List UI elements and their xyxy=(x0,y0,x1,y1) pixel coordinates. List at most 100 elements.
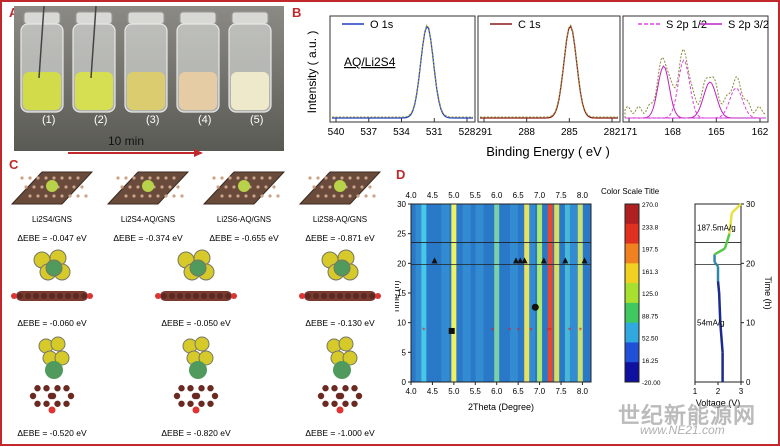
carbon-atom xyxy=(168,185,172,189)
sulfur-cluster xyxy=(334,180,346,192)
x-tick-label: 171 xyxy=(621,127,638,138)
colorbar-tick-label: 16.25 xyxy=(642,358,659,365)
carbon-atom xyxy=(72,185,76,189)
x-tick-label: 7.5 xyxy=(555,387,567,396)
vials-photo xyxy=(14,5,284,151)
carbon-atom xyxy=(178,400,185,407)
x-top-tick-label: 6.0 xyxy=(491,191,503,200)
carbon-atom xyxy=(236,194,240,198)
carbon-atom xyxy=(140,194,144,198)
atom xyxy=(337,293,343,299)
carbon-atom xyxy=(52,176,56,180)
y-tick-label: 0 xyxy=(746,378,751,387)
x-tick-label: 537 xyxy=(360,127,377,138)
x-tick-label: 288 xyxy=(518,127,535,138)
voltage-curve xyxy=(716,281,721,294)
carbon-atom xyxy=(43,385,50,392)
atom xyxy=(33,293,39,299)
carbon-atom xyxy=(317,392,325,400)
panel-a-vials xyxy=(14,5,284,151)
colorbar-segment xyxy=(625,342,639,363)
binding-energy: ΔEBE = -0.820 eV xyxy=(161,428,231,438)
star-marker: * xyxy=(491,326,494,335)
sample-label: AQ/Li2S4 xyxy=(344,55,396,69)
atom xyxy=(41,293,47,299)
sulfur-atom xyxy=(50,336,66,352)
carbon-atom xyxy=(54,385,61,392)
needle xyxy=(38,5,45,79)
carbon-atom xyxy=(124,194,128,198)
carbon-atom xyxy=(84,194,88,198)
y-axis-label: Time (h) xyxy=(395,280,401,313)
atom xyxy=(25,293,31,299)
triangle-marker xyxy=(521,257,528,264)
carbon-atom xyxy=(337,392,345,400)
carbon-atom xyxy=(76,194,80,198)
star-marker: * xyxy=(517,326,520,335)
carbon-atom xyxy=(322,385,329,392)
atom xyxy=(361,293,367,299)
carbon-atom xyxy=(207,400,214,407)
colorbar-tick-label: 270.0 xyxy=(642,202,659,209)
carbon-atom xyxy=(368,185,372,189)
atom xyxy=(49,293,55,299)
sulfur-atom xyxy=(333,259,351,277)
sulfur-atom xyxy=(194,336,210,352)
carbon-atom xyxy=(172,176,176,180)
time-label: 10 min xyxy=(108,134,145,148)
carbon-atom xyxy=(63,400,70,407)
atom xyxy=(57,293,63,299)
carbon-atom xyxy=(44,176,48,180)
colorbar-tick-label: 52.50 xyxy=(642,336,659,343)
x-axis-label: 2Theta (Degree) xyxy=(468,402,534,412)
colorbar-segment xyxy=(625,223,639,245)
oxygen-atom xyxy=(87,293,93,299)
atom xyxy=(65,293,71,299)
carbon-atom xyxy=(252,194,256,198)
x-tick-label: 8.0 xyxy=(577,387,589,396)
carbon-atom xyxy=(64,185,68,189)
carbon-atom xyxy=(212,176,216,180)
carbon-atom xyxy=(34,400,41,407)
star-marker: * xyxy=(529,326,532,335)
voltage-curve xyxy=(713,247,726,256)
atom xyxy=(185,293,191,299)
carbon-atom xyxy=(312,185,316,189)
component-curve xyxy=(625,87,766,119)
x-tick-label: 7.0 xyxy=(534,387,546,396)
carbon-atom xyxy=(340,176,344,180)
carbon-atom xyxy=(128,185,132,189)
carbon-atom xyxy=(268,194,272,198)
component-curve xyxy=(625,81,766,119)
molecular-structures: Li2S4/GNS ΔEBE = -0.047 eV Li2S4-AQ/GNS ΔEB… xyxy=(10,171,382,438)
triangle-marker xyxy=(540,257,547,264)
carbon-atom xyxy=(322,400,329,407)
x-tick-label: 3 xyxy=(739,387,744,396)
carbon-atom xyxy=(178,385,185,392)
atom xyxy=(81,293,87,299)
carbon-atom xyxy=(36,194,40,198)
sulfur-atom xyxy=(54,350,70,366)
carbon-atom xyxy=(331,400,338,407)
y-tick-label: 25 xyxy=(397,230,406,239)
x-tick-label: 168 xyxy=(664,127,681,138)
carbon-atom xyxy=(164,176,168,180)
x-tick-label: 282 xyxy=(604,127,621,138)
x-top-tick-label: 4.0 xyxy=(405,191,417,200)
structure-label: Li2S4/GNS xyxy=(32,215,72,224)
carbon-atom xyxy=(32,185,36,189)
carbon-atom xyxy=(348,194,352,198)
carbon-atom xyxy=(63,385,70,392)
panel-label-b: B xyxy=(292,5,302,20)
legend-label: C 1s xyxy=(518,19,541,31)
carbon-atom xyxy=(351,385,358,392)
colorbar-segment xyxy=(625,243,639,264)
vial-cap xyxy=(231,11,269,25)
vial-cap xyxy=(127,11,165,25)
carbon-atom xyxy=(36,176,40,180)
x-tick-label: 5.0 xyxy=(448,387,460,396)
oxygen-atom xyxy=(11,293,17,299)
y-tick-label: 10 xyxy=(397,319,406,328)
atom xyxy=(201,293,207,299)
atom xyxy=(353,293,359,299)
